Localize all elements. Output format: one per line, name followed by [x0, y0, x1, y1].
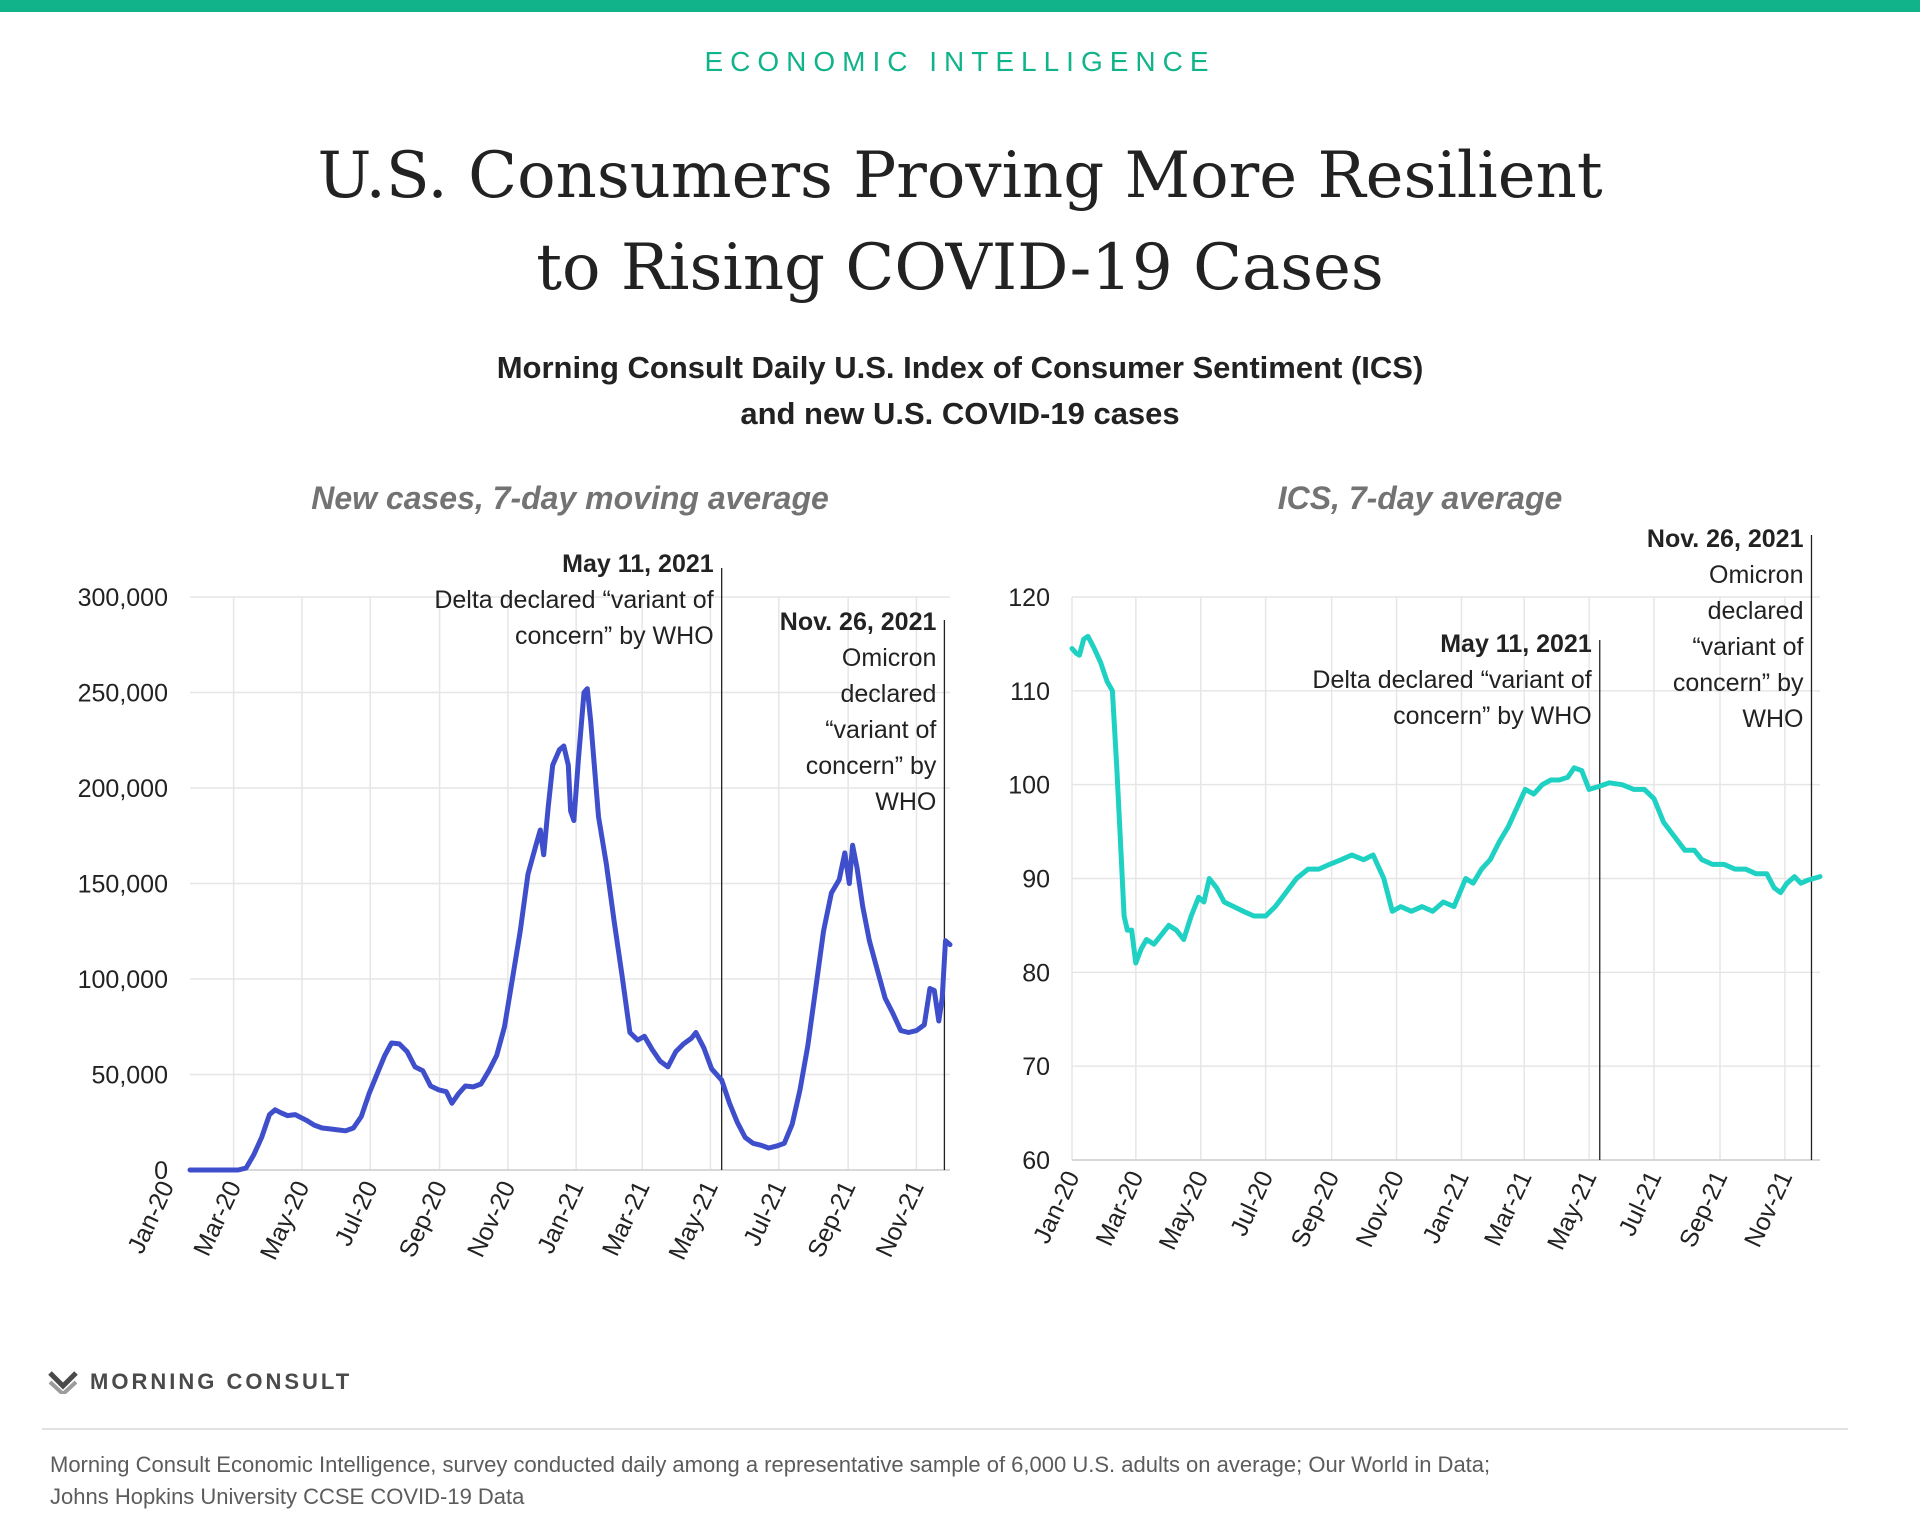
ics-annotation-date: May 11, 2021 [1440, 630, 1592, 658]
cases-y-tick-label: 150,000 [78, 871, 168, 899]
cases-x-tick-label: Mar-20 [188, 1177, 247, 1261]
cases-y-tick-label: 250,000 [78, 680, 168, 708]
cases-x-tick-label: May-21 [663, 1177, 724, 1264]
cases-series-line [187, 686, 953, 1173]
cases-x-tick-label: Nov-21 [870, 1177, 929, 1262]
ics-x-tick-label: Nov-21 [1739, 1167, 1798, 1252]
ics-x-tick-label: Mar-20 [1090, 1167, 1149, 1251]
ics-y-tick-label: 100 [1008, 772, 1050, 800]
cases-y-tick-label: 50,000 [92, 1062, 168, 1090]
source-note: Morning Consult Economic Intelligence, s… [50, 1449, 1870, 1513]
cases-x-tick-label: Mar-21 [597, 1177, 656, 1261]
chart-subtitle: Morning Consult Daily U.S. Index of Cons… [0, 345, 1920, 437]
cases-x-tick-label: Nov-20 [462, 1177, 521, 1262]
ics-annotation-text: “variant of [1692, 633, 1803, 661]
cases-y-tick-label: 100,000 [78, 966, 168, 994]
section-eyebrow: ECONOMIC INTELLIGENCE [704, 46, 1216, 77]
ics-x-tick-label: Mar-21 [1479, 1167, 1538, 1251]
cases-annotation-text: concern” by [806, 752, 937, 780]
ics-x-tick-label: Sep-21 [1674, 1167, 1733, 1252]
cases-x-tick-label: Jul-21 [738, 1177, 792, 1251]
ics-y-tick-label: 120 [1008, 584, 1050, 612]
ics-series-line [1069, 633, 1823, 966]
ics-y-tick-label: 80 [1022, 959, 1050, 987]
ics-annotation-text: WHO [1742, 705, 1803, 733]
title-line-2: to Rising COVID-19 Cases [536, 231, 1384, 305]
cases-y-tick-label: 200,000 [78, 775, 168, 803]
cases-x-tick-label: May-20 [255, 1177, 316, 1264]
ics-annotation-text: concern” by WHO [1393, 702, 1592, 730]
cases-x-tick-label: Sep-21 [802, 1177, 861, 1262]
cases-annotation-text: declared [840, 680, 936, 708]
ics-y-tick-label: 90 [1022, 866, 1050, 894]
cases-x-tick-label: Jul-20 [329, 1177, 383, 1251]
ics-x-tick-label: Sep-20 [1286, 1167, 1345, 1252]
ics-panel-title: ICS, 7-day average [1277, 480, 1563, 516]
cases-x-tick-label: Jan-20 [122, 1177, 180, 1258]
cases-annotation-text: Delta declared “variant of [434, 586, 713, 614]
ics-x-tick-label: Nov-20 [1351, 1167, 1410, 1252]
brand-name: MORNING CONSULT [90, 1369, 353, 1394]
cases-annotation-text: “variant of [825, 716, 936, 744]
cases-x-tick-label: Jan-21 [532, 1177, 590, 1258]
ics-x-tick-label: Jan-21 [1417, 1167, 1475, 1248]
subtitle-line-1: Morning Consult Daily U.S. Index of Cons… [496, 350, 1424, 385]
title-line-1: U.S. Consumers Proving More Resilient [317, 139, 1603, 213]
ics-x-tick-label: Jul-20 [1225, 1167, 1279, 1241]
cases-chart: 0 50,000 100,000 150,000 200,000 250,000 300,0… [78, 550, 953, 1264]
ics-x-tick-label: May-20 [1154, 1167, 1215, 1254]
ics-x-tick-label: May-21 [1542, 1167, 1603, 1254]
ics-annotation-date: Nov. 26, 2021 [1647, 525, 1804, 553]
ics-y-tick-label: 70 [1022, 1053, 1050, 1081]
subtitle-line-2: and new U.S. COVID-19 cases [740, 396, 1180, 431]
morning-consult-logo-icon [48, 1371, 78, 1394]
cases-x-tick-label: Sep-20 [394, 1177, 453, 1262]
source-line-1: Morning Consult Economic Intelligence, s… [50, 1452, 1491, 1477]
ics-annotation-text: concern” by [1673, 669, 1804, 697]
source-line-2: Johns Hopkins University CCSE COVID-19 D… [50, 1484, 525, 1509]
cases-y-tick-label: 0 [154, 1157, 168, 1185]
cases-annotation-date: Nov. 26, 2021 [780, 608, 937, 636]
cases-annotation-text: WHO [875, 788, 936, 816]
brand-logo: MORNING CONSULT [48, 1366, 352, 1398]
cases-annotation-date: May 11, 2021 [562, 550, 714, 578]
page-title: U.S. Consumers Proving More Resilient to… [0, 130, 1920, 314]
ics-annotation-text: declared [1708, 597, 1804, 625]
cases-y-tick-label: 300,000 [78, 584, 168, 612]
cases-annotation-text: Omicron [842, 644, 936, 672]
ics-x-tick-label: Jan-20 [1028, 1167, 1086, 1248]
cases-panel-title: New cases, 7-day moving average [311, 480, 829, 516]
top-accent-bar [0, 0, 1920, 12]
ics-x-tick-label: Jul-21 [1613, 1167, 1667, 1241]
ics-annotation-text: Delta declared “variant of [1312, 666, 1591, 694]
cases-annotation-text: concern” by WHO [515, 622, 714, 650]
ics-y-tick-label: 110 [1010, 678, 1050, 706]
footer-divider [42, 1428, 1848, 1430]
ics-y-tick-label: 60 [1022, 1147, 1050, 1175]
ics-annotation-text: Omicron [1709, 561, 1803, 589]
